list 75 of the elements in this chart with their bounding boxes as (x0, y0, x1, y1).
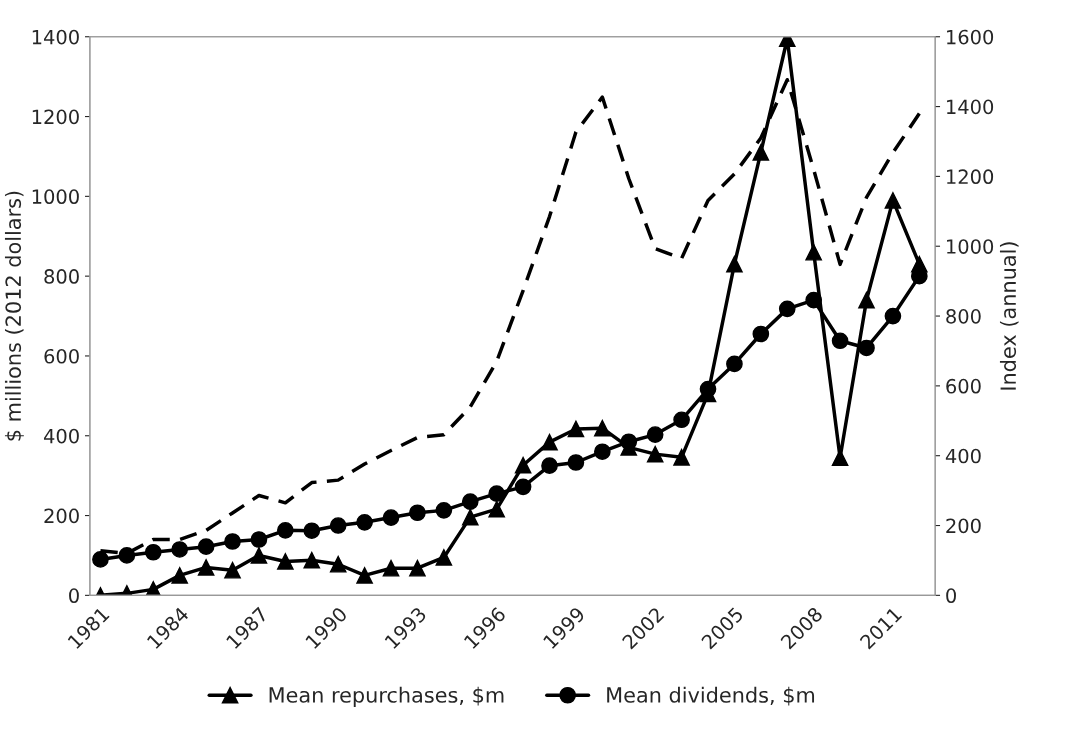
y-tick-label: 1200 (32, 109, 79, 125)
point (250, 547, 268, 564)
point (884, 307, 902, 325)
point (884, 192, 902, 209)
point (277, 521, 294, 539)
point (831, 332, 849, 350)
y2-tick-label: 1200 (947, 169, 994, 185)
point (382, 559, 400, 577)
legend-label: Mean repurchases, $m (269, 686, 504, 707)
point (250, 531, 268, 548)
point (594, 443, 611, 461)
point (329, 517, 347, 534)
point (171, 567, 189, 584)
y-tick-label: 1400 (32, 29, 79, 45)
y-tick-label: 1000 (32, 189, 79, 205)
point (197, 538, 215, 556)
point (726, 255, 743, 273)
point (699, 380, 717, 398)
point (778, 300, 796, 318)
point (356, 513, 373, 531)
point (303, 522, 321, 540)
point (277, 553, 294, 570)
y2-tick-label: 800 (946, 309, 981, 324)
point (303, 551, 321, 569)
point (356, 567, 373, 584)
y-tick-label: 200 (44, 508, 79, 524)
point (805, 243, 823, 261)
point (224, 561, 241, 579)
point (409, 559, 426, 577)
point (514, 456, 532, 474)
point (620, 433, 638, 451)
point (197, 559, 215, 576)
point (646, 426, 664, 443)
point (726, 355, 743, 373)
point (435, 549, 453, 566)
y2-tick-label: 1000 (947, 239, 994, 254)
y2-tick-label: 400 (945, 448, 981, 464)
point (224, 533, 241, 550)
point (144, 543, 162, 561)
point (752, 325, 770, 343)
point (673, 448, 690, 466)
point (646, 445, 664, 463)
point (382, 509, 400, 526)
point (461, 508, 479, 526)
y-axis-title: $ millions (2012 dollars) (4, 191, 24, 441)
point (488, 485, 506, 502)
point (594, 419, 611, 437)
point (541, 457, 558, 475)
point (752, 144, 770, 161)
y-tick-label: 600 (44, 348, 79, 364)
legend-label: Mean dividends, $m (607, 686, 815, 706)
point (329, 555, 347, 573)
point (567, 420, 585, 438)
y2-tick-label: 200 (946, 518, 981, 534)
point (514, 478, 532, 496)
y2-axis-title: Index (annual) (999, 242, 1019, 390)
y-tick-label: 0 (69, 588, 79, 604)
point (541, 433, 558, 451)
point (858, 339, 875, 357)
y2-tick-label: 1400 (947, 99, 994, 115)
point (92, 551, 109, 568)
point (488, 500, 506, 518)
y2-tick-label: 0 (946, 588, 956, 604)
point (171, 541, 189, 558)
point (805, 291, 823, 309)
point (567, 454, 585, 471)
point (461, 493, 479, 510)
point (435, 502, 453, 519)
y2-tick-label: 1600 (947, 29, 994, 45)
y2-tick-label: 600 (946, 378, 981, 394)
y-tick-label: 400 (43, 428, 79, 444)
point (673, 411, 690, 429)
point (858, 291, 875, 309)
y-tick-label: 800 (44, 269, 79, 284)
point (409, 504, 426, 522)
